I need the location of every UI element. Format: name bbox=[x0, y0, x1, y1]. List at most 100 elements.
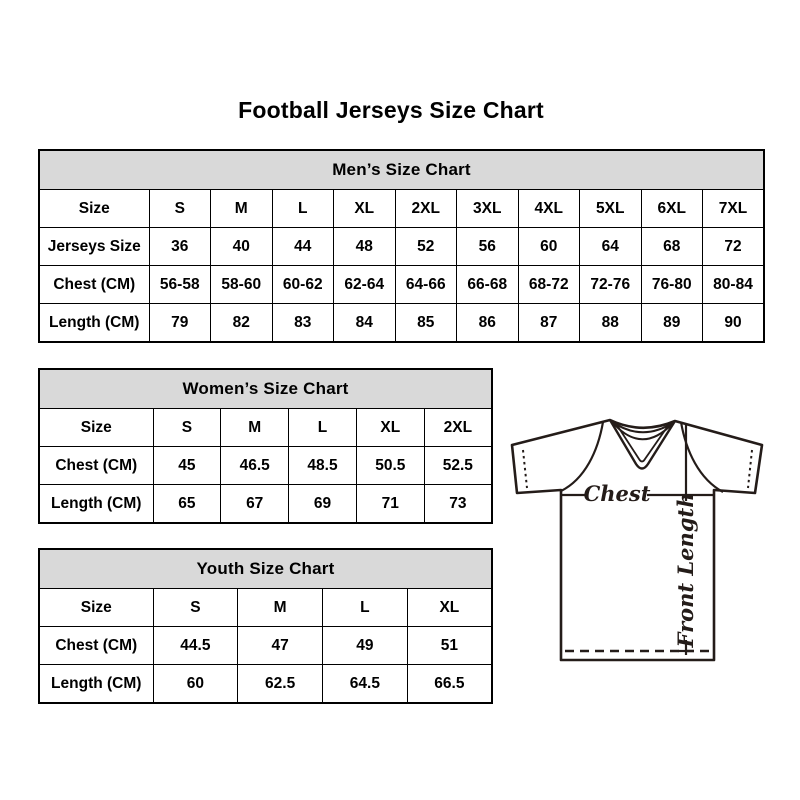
table-cell: XL bbox=[333, 189, 396, 228]
table-cell: 73 bbox=[423, 484, 493, 524]
table-cell: L bbox=[322, 588, 408, 627]
table-title: Youth Size Chart bbox=[38, 548, 493, 589]
table-cell: 44.5 bbox=[152, 626, 239, 665]
row-header: Chest (CM) bbox=[38, 446, 154, 485]
chest-label: Chest bbox=[584, 481, 651, 506]
table-cell: 64-66 bbox=[394, 265, 457, 304]
table-row: Size S M L XL 2XL 3XL 4XL 5XL 6XL 7XL bbox=[38, 189, 765, 228]
table-cell: 45 bbox=[152, 446, 222, 485]
table-cell: 58-60 bbox=[210, 265, 273, 304]
table-cell: 2XL bbox=[423, 408, 493, 447]
table-cell: 71 bbox=[355, 484, 425, 524]
vneck-inner bbox=[614, 421, 671, 463]
row-header: Jerseys Size bbox=[38, 227, 150, 266]
table-cell: 56 bbox=[456, 227, 519, 266]
row-header: Length (CM) bbox=[38, 664, 154, 704]
table-cell: 47 bbox=[237, 626, 323, 665]
row-header: Size bbox=[38, 408, 154, 447]
table-cell: 66.5 bbox=[406, 664, 493, 704]
table-cell: XL bbox=[406, 588, 493, 627]
table-cell: 66-68 bbox=[456, 265, 519, 304]
table-cell: L bbox=[288, 408, 357, 447]
table-row: Length (CM) 60 62.5 64.5 66.5 bbox=[38, 664, 493, 704]
table-cell: 51 bbox=[406, 626, 493, 665]
row-header: Size bbox=[38, 189, 150, 228]
table-cell: 5XL bbox=[579, 189, 642, 228]
table-cell: 36 bbox=[148, 227, 211, 266]
table-cell: XL bbox=[355, 408, 425, 447]
right-cuff-stitch bbox=[747, 449, 753, 489]
table-row: Chest (CM) 45 46.5 48.5 50.5 52.5 bbox=[38, 446, 493, 485]
right-sleeve-seam bbox=[679, 421, 724, 493]
table-cell: 68 bbox=[640, 227, 703, 266]
youth-size-table: Youth Size Chart Size S M L XL Chest (CM) 44.5 4… bbox=[38, 548, 493, 704]
table-row: Length (CM) 79 82 83 84 85 86 87 88 89 90 bbox=[38, 303, 765, 343]
page-title: Football Jerseys Size Chart bbox=[238, 97, 544, 123]
table-row: Jerseys Size 36 40 44 48 52 56 60 64 68 72 bbox=[38, 227, 765, 266]
table-cell: 68-72 bbox=[517, 265, 580, 304]
mens-size-table: Men’s Size Chart Size S M L XL 2XL 3XL 4XL 5XL 6XL… bbox=[38, 149, 765, 343]
table-cell: 44 bbox=[271, 227, 334, 266]
table-row: Length (CM) 65 67 69 71 73 bbox=[38, 484, 493, 524]
table-cell: 62-64 bbox=[333, 265, 396, 304]
row-header: Length (CM) bbox=[38, 303, 150, 343]
table-cell: 40 bbox=[210, 227, 273, 266]
table-cell: S bbox=[152, 588, 239, 627]
table-cell: 56-58 bbox=[148, 265, 211, 304]
table-cell: 88 bbox=[579, 303, 642, 343]
table-cell: 72-76 bbox=[579, 265, 642, 304]
front-length-label: Front Length bbox=[673, 493, 698, 649]
table-cell: 46.5 bbox=[220, 446, 290, 485]
vneck-outer bbox=[608, 419, 677, 470]
table-cell: 82 bbox=[210, 303, 273, 343]
womens-size-table: Women’s Size Chart Size S M L XL 2XL Chest (CM)… bbox=[38, 368, 493, 524]
table-cell: 3XL bbox=[456, 189, 519, 228]
table-row: Chest (CM) 56-58 58-60 60-62 62-64 64-66 66-68… bbox=[38, 265, 765, 304]
table-cell: 60 bbox=[152, 664, 239, 704]
table-cell: 62.5 bbox=[237, 664, 323, 704]
table-cell: 86 bbox=[456, 303, 519, 343]
table-cell: S bbox=[152, 408, 222, 447]
row-header: Chest (CM) bbox=[38, 265, 150, 304]
table-cell: 72 bbox=[702, 227, 765, 266]
table-cell: M bbox=[220, 408, 290, 447]
table-cell: M bbox=[237, 588, 323, 627]
table-cell: S bbox=[148, 189, 211, 228]
table-cell: M bbox=[210, 189, 273, 228]
table-cell: 69 bbox=[288, 484, 357, 524]
row-header: Length (CM) bbox=[38, 484, 154, 524]
table-row: Chest (CM) 44.5 47 49 51 bbox=[38, 626, 493, 665]
table-cell: 64.5 bbox=[322, 664, 408, 704]
table-cell: 83 bbox=[271, 303, 334, 343]
table-cell: 7XL bbox=[702, 189, 765, 228]
left-sleeve-seam bbox=[560, 421, 605, 492]
table-cell: 79 bbox=[148, 303, 211, 343]
table-cell: 65 bbox=[152, 484, 222, 524]
table-cell: 64 bbox=[579, 227, 642, 266]
table-cell: 60-62 bbox=[271, 265, 334, 304]
table-cell: L bbox=[271, 189, 334, 228]
table-cell: 76-80 bbox=[640, 265, 703, 304]
table-cell: 49 bbox=[322, 626, 408, 665]
jersey-diagram: Chest Front Length bbox=[510, 418, 764, 662]
table-cell: 87 bbox=[517, 303, 580, 343]
left-cuff-stitch bbox=[522, 449, 528, 489]
table-cell: 80-84 bbox=[702, 265, 765, 304]
row-header: Size bbox=[38, 588, 154, 627]
table-cell: 4XL bbox=[517, 189, 580, 228]
table-cell: 60 bbox=[517, 227, 580, 266]
row-header: Chest (CM) bbox=[38, 626, 154, 665]
table-cell: 84 bbox=[333, 303, 396, 343]
table-cell: 50.5 bbox=[355, 446, 425, 485]
table-cell: 2XL bbox=[394, 189, 457, 228]
table-row: Size S M L XL bbox=[38, 588, 493, 627]
table-title: Men’s Size Chart bbox=[38, 149, 765, 190]
table-row: Size S M L XL 2XL bbox=[38, 408, 493, 447]
table-cell: 48 bbox=[333, 227, 396, 266]
table-cell: 52 bbox=[394, 227, 457, 266]
table-cell: 85 bbox=[394, 303, 457, 343]
table-cell: 6XL bbox=[640, 189, 703, 228]
table-cell: 52.5 bbox=[423, 446, 493, 485]
table-cell: 67 bbox=[220, 484, 290, 524]
